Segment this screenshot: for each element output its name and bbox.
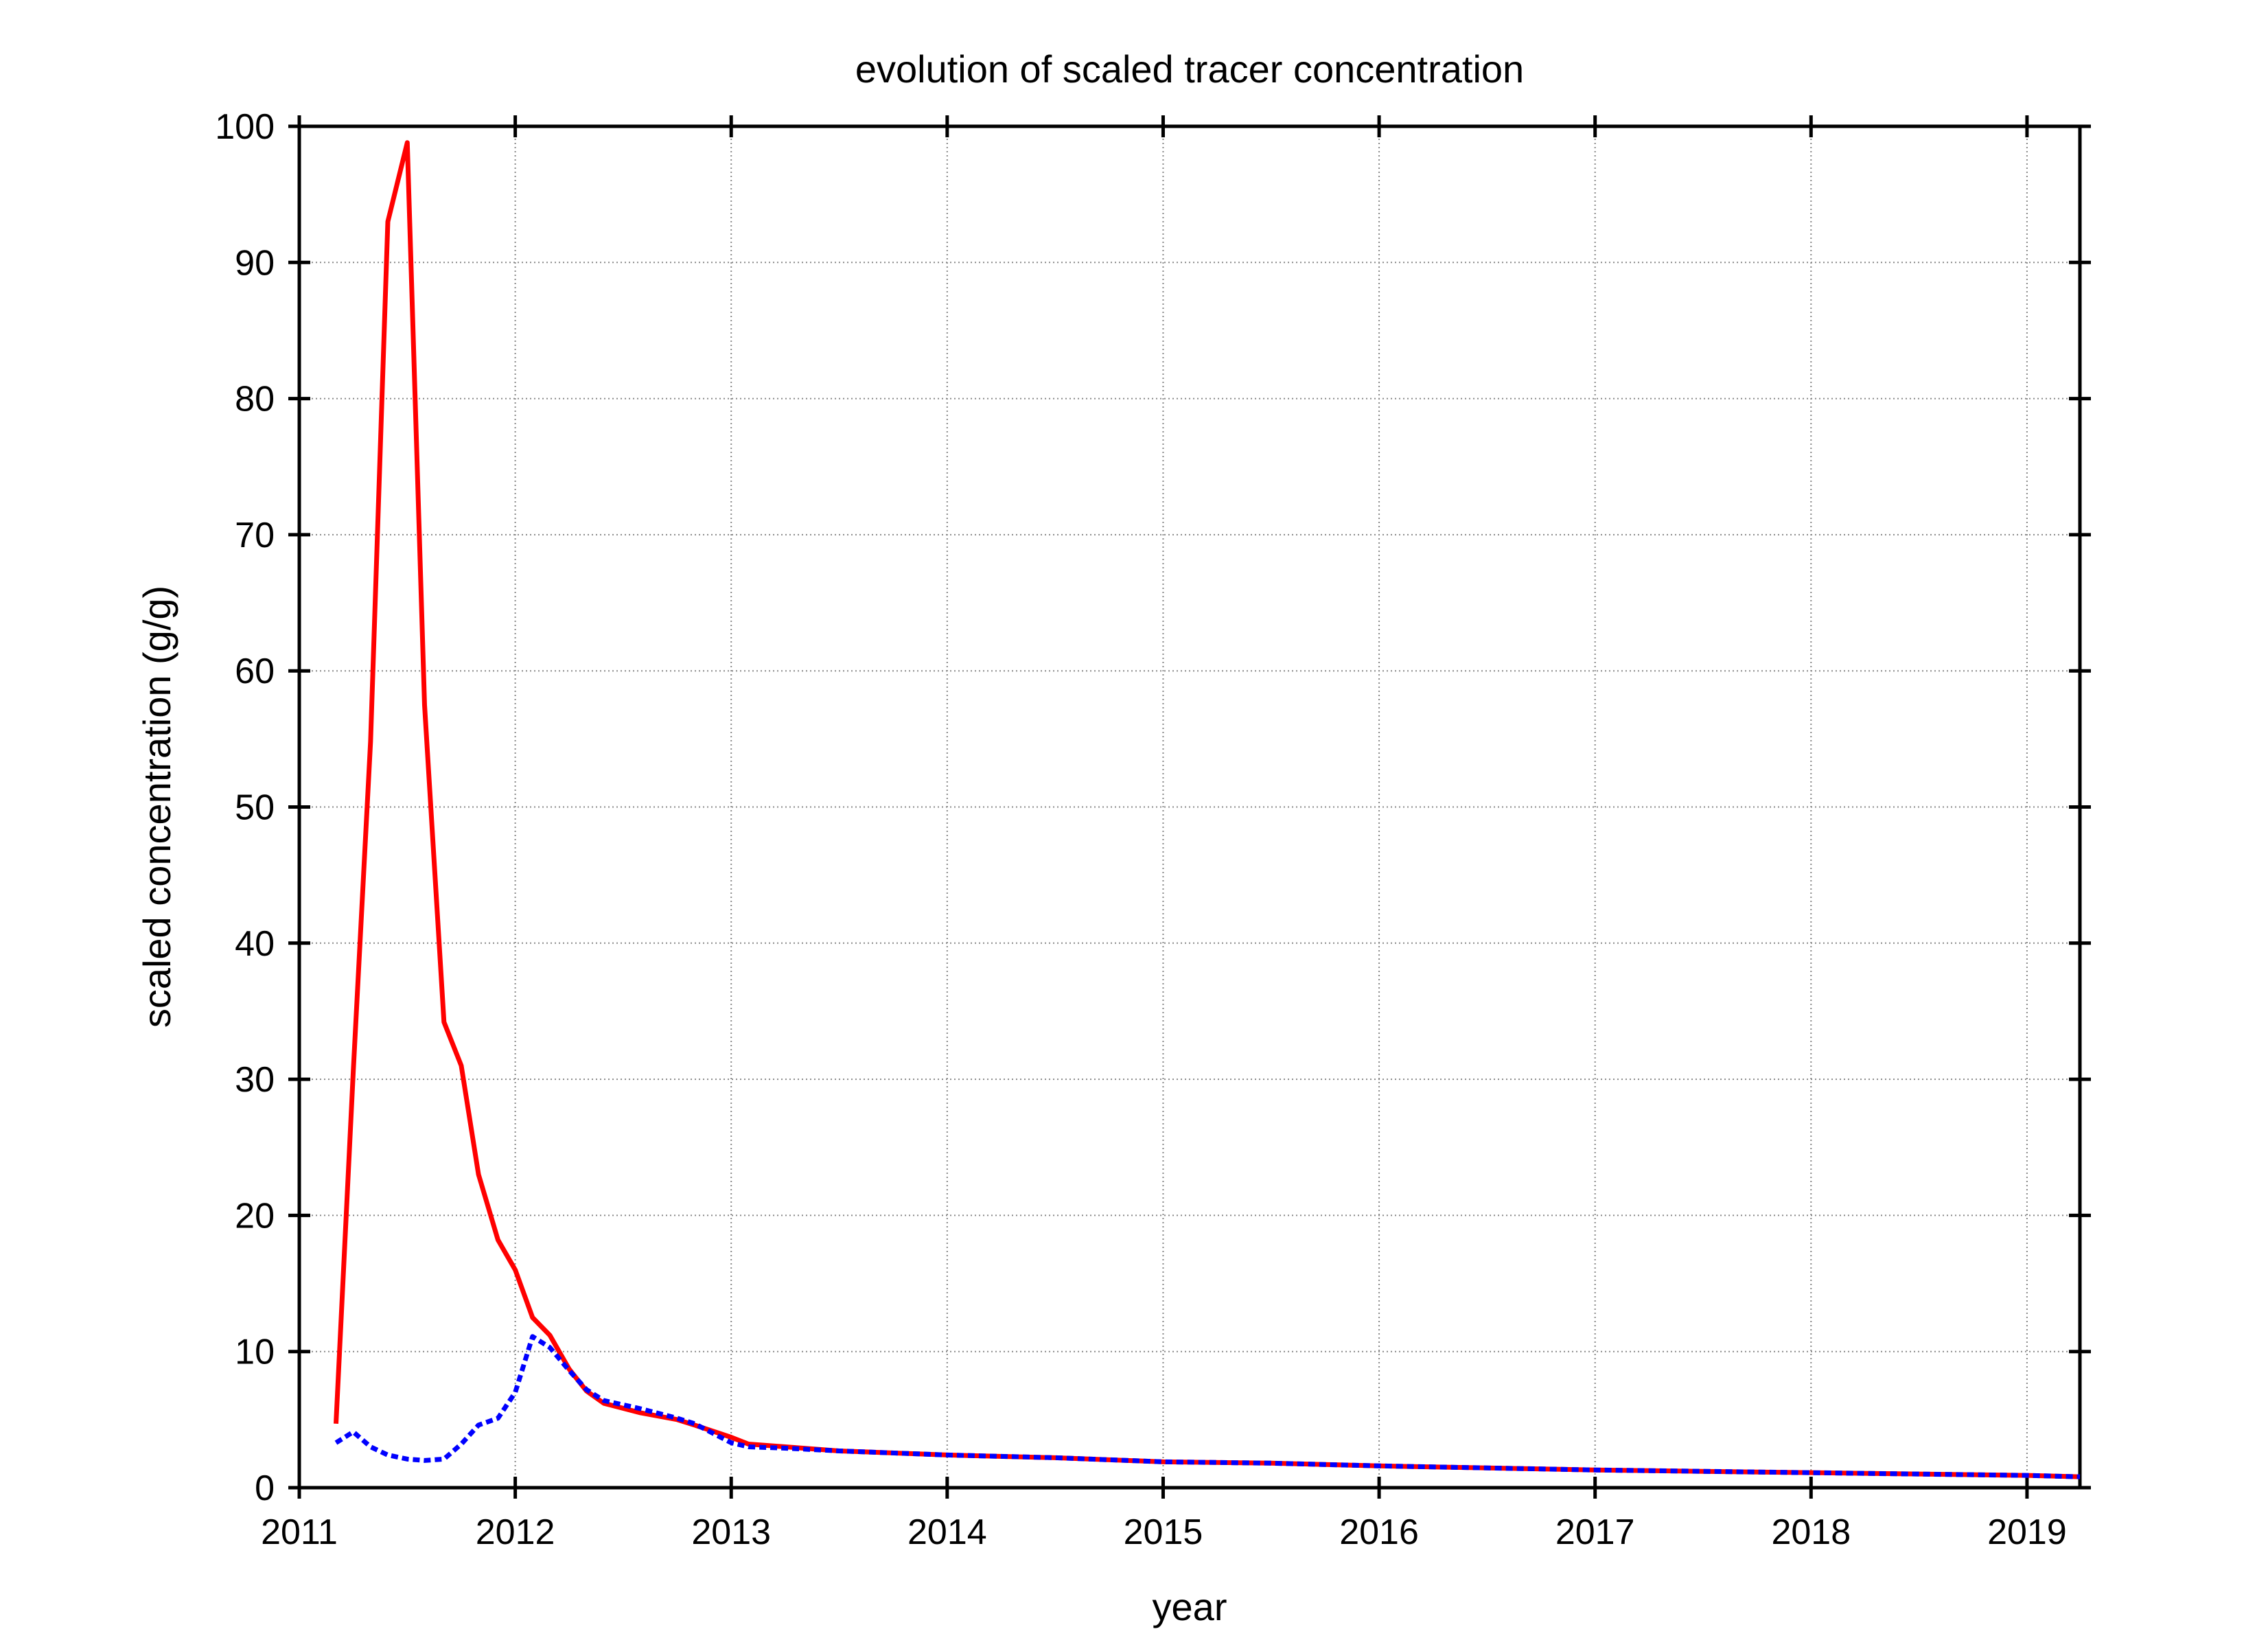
y-tick-label: 20 bbox=[235, 1196, 275, 1236]
y-tick-label: 40 bbox=[235, 924, 275, 964]
data-line bbox=[333, 140, 2081, 1479]
y-tick-label: 30 bbox=[235, 1060, 275, 1100]
chart-title: evolution of scaled tracer concentration bbox=[855, 47, 1524, 91]
x-axis-label: year bbox=[1153, 1585, 1227, 1628]
y-tick-label: 90 bbox=[235, 243, 275, 283]
x-tick-label: 2017 bbox=[1555, 1512, 1635, 1552]
y-tick-label: 60 bbox=[235, 651, 275, 691]
y-tick-label: 0 bbox=[255, 1468, 275, 1508]
y-tick-label: 100 bbox=[215, 107, 275, 147]
y-axis-label: scaled concentration (g/g) bbox=[135, 586, 178, 1028]
y-tick-label: 50 bbox=[235, 788, 275, 828]
plot-frame bbox=[297, 124, 2082, 1490]
x-tick-label: 2013 bbox=[691, 1512, 771, 1552]
x-tick-label: 2019 bbox=[1987, 1512, 2067, 1552]
x-tick-label: 2018 bbox=[1771, 1512, 1851, 1552]
x-tick-label: 2012 bbox=[476, 1512, 555, 1552]
x-tick-label: 2015 bbox=[1124, 1512, 1203, 1552]
y-tick-label: 80 bbox=[235, 380, 275, 419]
y-tick-label: 10 bbox=[235, 1333, 275, 1372]
y-tick-label: 70 bbox=[235, 516, 275, 555]
x-tick-label: 2011 bbox=[261, 1512, 338, 1552]
x-tick-label: 2016 bbox=[1339, 1512, 1419, 1552]
x-tick-label: 2014 bbox=[907, 1512, 987, 1552]
data-line bbox=[334, 1334, 2081, 1479]
